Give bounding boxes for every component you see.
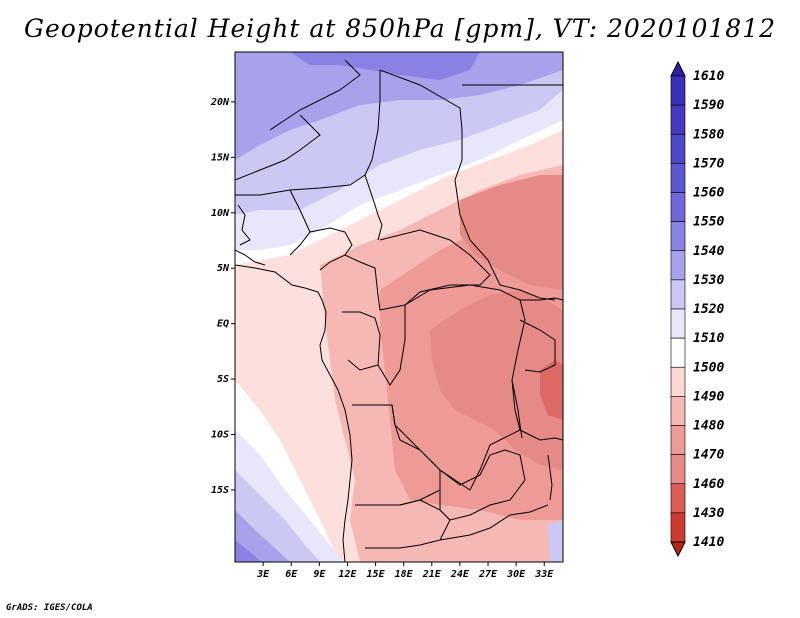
- border-namibia: [355, 499, 451, 549]
- lon-tick-label: 15E: [367, 569, 386, 580]
- colorbar-segment: [670, 221, 686, 252]
- colorbar-label: 1580: [693, 127, 724, 142]
- colorbar-segment: [670, 425, 686, 455]
- coastline-west: [235, 264, 353, 562]
- lon-tick-label: 30E: [506, 569, 526, 580]
- latitude-axis: 20N 15N 10N 5N EQ 5S 10S 15S: [210, 97, 235, 496]
- colorbar-segment: [670, 366, 686, 397]
- lon-tick-label: 18E: [395, 569, 414, 580]
- border-gabon: [342, 311, 381, 371]
- colorbar-segment: [670, 192, 686, 222]
- lon-tick-label: 24E: [450, 569, 470, 580]
- colorbar-segment: [670, 512, 686, 543]
- colorbar-bottom-arrow: [670, 541, 686, 558]
- border-north-3: [364, 70, 381, 176]
- field-blue-mid: [235, 52, 563, 160]
- colorbar-label: 1540: [693, 244, 724, 259]
- border-uganda: [519, 319, 556, 373]
- field-red-strong-north: [460, 175, 563, 290]
- colorbar-segment: [670, 133, 686, 164]
- field-red-strong: [430, 290, 563, 470]
- colorbar-segment: [670, 75, 686, 106]
- border-west-africa: [235, 249, 266, 266]
- colorbar: 1610 1590 1580 1570 1560 1550 1540 1530 1520 1510…: [670, 60, 724, 558]
- colorbar-label: 1490: [693, 389, 724, 404]
- lon-tick-label: 33E: [534, 569, 554, 580]
- colorbar-segment: [670, 396, 686, 426]
- lon-tick-label: 9E: [313, 569, 326, 580]
- colorbar-label: 1470: [693, 448, 724, 463]
- map-borders: [235, 59, 563, 562]
- border-south: [439, 504, 549, 541]
- colorbar-label: 1550: [693, 215, 724, 230]
- border-north-2: [379, 69, 463, 216]
- colorbar-label: 1510: [693, 331, 724, 346]
- colorbar-label: 1410: [693, 535, 724, 550]
- lat-tick-label: EQ: [217, 319, 229, 330]
- border-east: [520, 297, 563, 301]
- lat-tick-label: 10S: [211, 430, 229, 441]
- colorbar-top-arrow: [670, 60, 686, 77]
- lon-tick-label: 12E: [338, 569, 357, 580]
- chart-title: Geopotential Height at 850hPa [gpm], VT:…: [23, 14, 777, 43]
- field-blue-se: [548, 520, 563, 562]
- lon-tick-label: 3E: [256, 569, 270, 580]
- map-field: [235, 52, 563, 562]
- field-blue-south-mid: [235, 510, 290, 562]
- lat-tick-label: 20N: [210, 97, 230, 108]
- lat-tick-label: 10N: [211, 208, 230, 219]
- colorbar-label: 1530: [693, 273, 724, 288]
- lon-tick-label: 27E: [478, 569, 498, 580]
- border-chad-sudan: [459, 214, 556, 301]
- colorbar-label: 1520: [693, 302, 724, 317]
- border-niger: [289, 189, 311, 233]
- border-congo: [377, 304, 406, 386]
- colorbar-label: 1590: [693, 98, 724, 113]
- colorbar-segment: [670, 163, 686, 193]
- field-red-dark: [540, 360, 563, 420]
- lat-tick-label: 5N: [217, 263, 230, 274]
- colorbar-segment: [670, 279, 686, 310]
- colorbar-segment: [670, 250, 686, 281]
- colorbar-label: 1570: [693, 156, 724, 171]
- footer-credit: GrADS: IGES/COLA: [6, 603, 93, 613]
- colorbar-segment: [670, 454, 686, 485]
- border-mali: [235, 114, 321, 181]
- lake-malawi: [547, 454, 553, 501]
- colorbar-label: 1480: [693, 419, 724, 434]
- colorbar-label: 1500: [693, 360, 724, 375]
- colorbar-label: 1460: [693, 477, 724, 492]
- colorbar-segment: [670, 483, 686, 514]
- map-frame: [234, 51, 564, 563]
- border-nigeria: [289, 227, 353, 256]
- lon-tick-label: 6E: [285, 569, 298, 580]
- field-blue-dark: [290, 52, 480, 80]
- border-cameroon: [319, 254, 381, 311]
- lake-tanganyika: [511, 379, 523, 439]
- field-blue-pale: [235, 90, 563, 250]
- colorbar-label: 1610: [693, 69, 724, 84]
- colorbar-segment: [670, 337, 686, 368]
- longitude-axis: 3E 6E 9E 12E 15E 18E 21E 24E 27E 30E 33E: [256, 562, 554, 580]
- border-senegal: [237, 204, 251, 246]
- lon-tick-label: 21E: [422, 569, 442, 580]
- lat-tick-label: 15N: [211, 152, 230, 163]
- lat-tick-label: 5S: [217, 374, 229, 385]
- field-blue-south-dark: [235, 540, 262, 562]
- border-north-1: [269, 59, 361, 131]
- border-tanzania: [519, 429, 563, 441]
- colorbar-label: 1560: [693, 186, 724, 201]
- colorbar-label: 1430: [693, 506, 724, 521]
- colorbar-segment: [670, 308, 686, 339]
- lat-tick-label: 15S: [211, 485, 229, 496]
- colorbar-segment: [670, 104, 686, 135]
